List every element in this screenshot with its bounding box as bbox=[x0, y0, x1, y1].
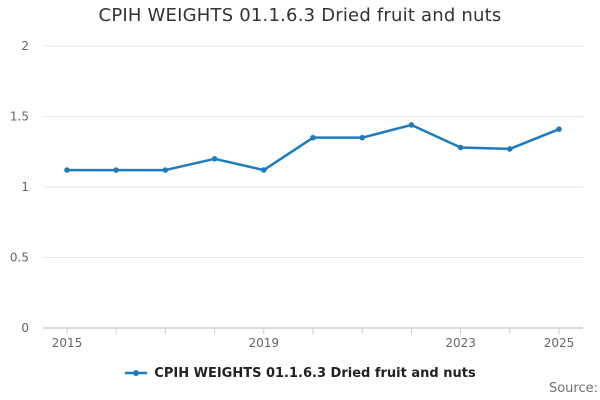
data-point-marker bbox=[64, 167, 70, 173]
y-tick-label: 1 bbox=[21, 180, 29, 194]
data-point-marker bbox=[359, 134, 366, 141]
x-tick-label: 2019 bbox=[249, 336, 280, 350]
y-tick-label: 2 bbox=[21, 39, 29, 53]
x-tick-label: 2015 bbox=[52, 336, 83, 350]
legend-line-marker-icon bbox=[125, 370, 148, 376]
data-point-marker bbox=[556, 126, 562, 132]
x-tick-label: 2025 bbox=[544, 336, 575, 350]
x-tick-label: 2023 bbox=[445, 336, 476, 350]
data-point-marker bbox=[211, 156, 218, 162]
data-point-marker bbox=[310, 134, 316, 141]
y-tick-label: 1.5 bbox=[10, 110, 29, 124]
legend-series-label: CPIH WEIGHTS 01.1.6.3 Dried fruit and nu… bbox=[154, 365, 476, 381]
chart-title: CPIH WEIGHTS 01.1.6.3 Dried fruit and nu… bbox=[98, 5, 502, 26]
data-point-marker bbox=[261, 167, 267, 173]
data-point-marker bbox=[457, 144, 464, 151]
y-tick-label: 0 bbox=[21, 321, 29, 335]
y-tick-label: 0.5 bbox=[10, 251, 29, 265]
data-point-marker bbox=[162, 167, 169, 173]
data-point-marker bbox=[408, 122, 415, 128]
line-chart-plot-area: 0 0.5 1 1.5 2 2015 2019 2023 2025 bbox=[10, 39, 583, 350]
data-point-marker bbox=[507, 146, 513, 152]
data-point-marker bbox=[113, 167, 119, 173]
series-line bbox=[65, 123, 561, 172]
legend: CPIH WEIGHTS 01.1.6.3 Dried fruit and nu… bbox=[0, 364, 600, 382]
source-label: Source: bbox=[548, 381, 598, 396]
